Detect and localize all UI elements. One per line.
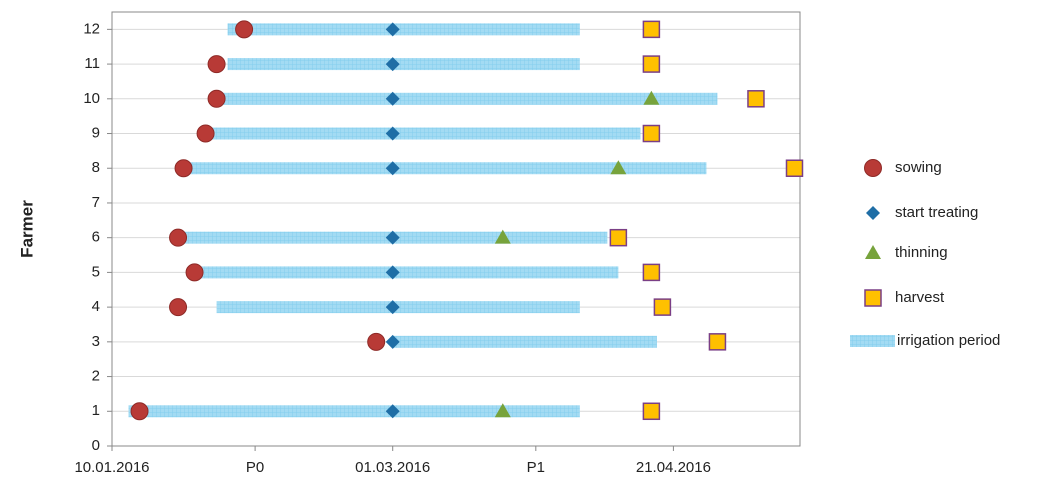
legend-swatch xyxy=(866,206,880,220)
legend-swatch xyxy=(864,159,882,177)
point-square xyxy=(642,20,661,39)
point-circle xyxy=(196,124,215,143)
irrigation-bar xyxy=(227,58,580,71)
plot-border xyxy=(111,11,801,447)
point-square xyxy=(642,124,661,143)
point-diamond xyxy=(385,91,400,106)
legend-swatch xyxy=(850,335,895,347)
point-circle xyxy=(185,263,204,282)
y-tick-label: 11 xyxy=(84,55,100,72)
y-tick-label: 12 xyxy=(83,20,100,37)
point-diamond xyxy=(385,300,400,315)
point-circle xyxy=(130,402,149,421)
point-circle xyxy=(174,159,193,178)
point-square xyxy=(642,55,661,73)
point-diamond xyxy=(385,404,400,419)
legend-swatch xyxy=(865,245,881,259)
irrigation-bar xyxy=(227,23,580,36)
y-tick-label: 3 xyxy=(92,333,100,350)
y-tick-label: 5 xyxy=(92,263,100,280)
irrigation-bar xyxy=(205,127,641,140)
x-tick-label: P1 xyxy=(527,459,545,476)
legend-label: harvest xyxy=(895,289,945,306)
y-axis-label: Farmer xyxy=(17,200,36,258)
point-square xyxy=(642,263,661,282)
legend-label: thinning xyxy=(895,244,948,261)
point-triangle xyxy=(494,403,511,418)
x-tick-label: P0 xyxy=(246,459,264,476)
x-tick-label: 21.04.2016 xyxy=(636,459,711,476)
y-tick-label: 4 xyxy=(92,298,100,315)
point-diamond xyxy=(385,265,400,280)
point-square xyxy=(785,159,804,177)
point-square xyxy=(653,298,672,316)
point-square xyxy=(747,90,765,108)
point-circle xyxy=(169,298,188,317)
irrigation-bar xyxy=(194,266,619,279)
x-tick-label: 01.03.2016 xyxy=(355,459,430,476)
point-triangle xyxy=(643,90,660,105)
point-triangle xyxy=(610,160,627,175)
y-tick-label: 7 xyxy=(92,194,100,211)
point-circle xyxy=(169,228,188,247)
point-square xyxy=(708,333,727,351)
legend-label: sowing xyxy=(895,159,942,176)
irrigation-bar xyxy=(183,162,707,175)
point-diamond xyxy=(385,230,400,245)
point-diamond xyxy=(385,57,400,72)
point-circle xyxy=(207,89,226,108)
legend-swatch xyxy=(864,289,882,307)
irrigation-bar xyxy=(392,335,657,348)
point-circle xyxy=(207,55,226,74)
legend-label: irrigation period xyxy=(897,332,1000,349)
y-tick-label: 1 xyxy=(92,402,100,419)
point-triangle xyxy=(494,229,511,244)
point-circle xyxy=(367,332,386,351)
legend-label: start treating xyxy=(895,204,978,221)
point-circle xyxy=(235,20,254,39)
y-tick-label: 9 xyxy=(92,124,100,141)
point-square xyxy=(642,402,661,421)
y-tick-label: 2 xyxy=(92,368,100,385)
point-square xyxy=(609,228,628,247)
point-diamond xyxy=(385,22,400,37)
y-tick-label: 0 xyxy=(92,437,100,454)
x-tick-label: 10.01.2016 xyxy=(74,459,149,476)
y-tick-label: 8 xyxy=(92,159,100,176)
y-tick-label: 6 xyxy=(92,229,100,246)
irrigation-bar xyxy=(216,92,718,105)
y-tick-label: 10 xyxy=(83,90,100,107)
irrigation-bar xyxy=(128,405,580,418)
point-diamond xyxy=(385,161,400,176)
point-diamond xyxy=(385,334,400,349)
point-diamond xyxy=(385,126,400,141)
